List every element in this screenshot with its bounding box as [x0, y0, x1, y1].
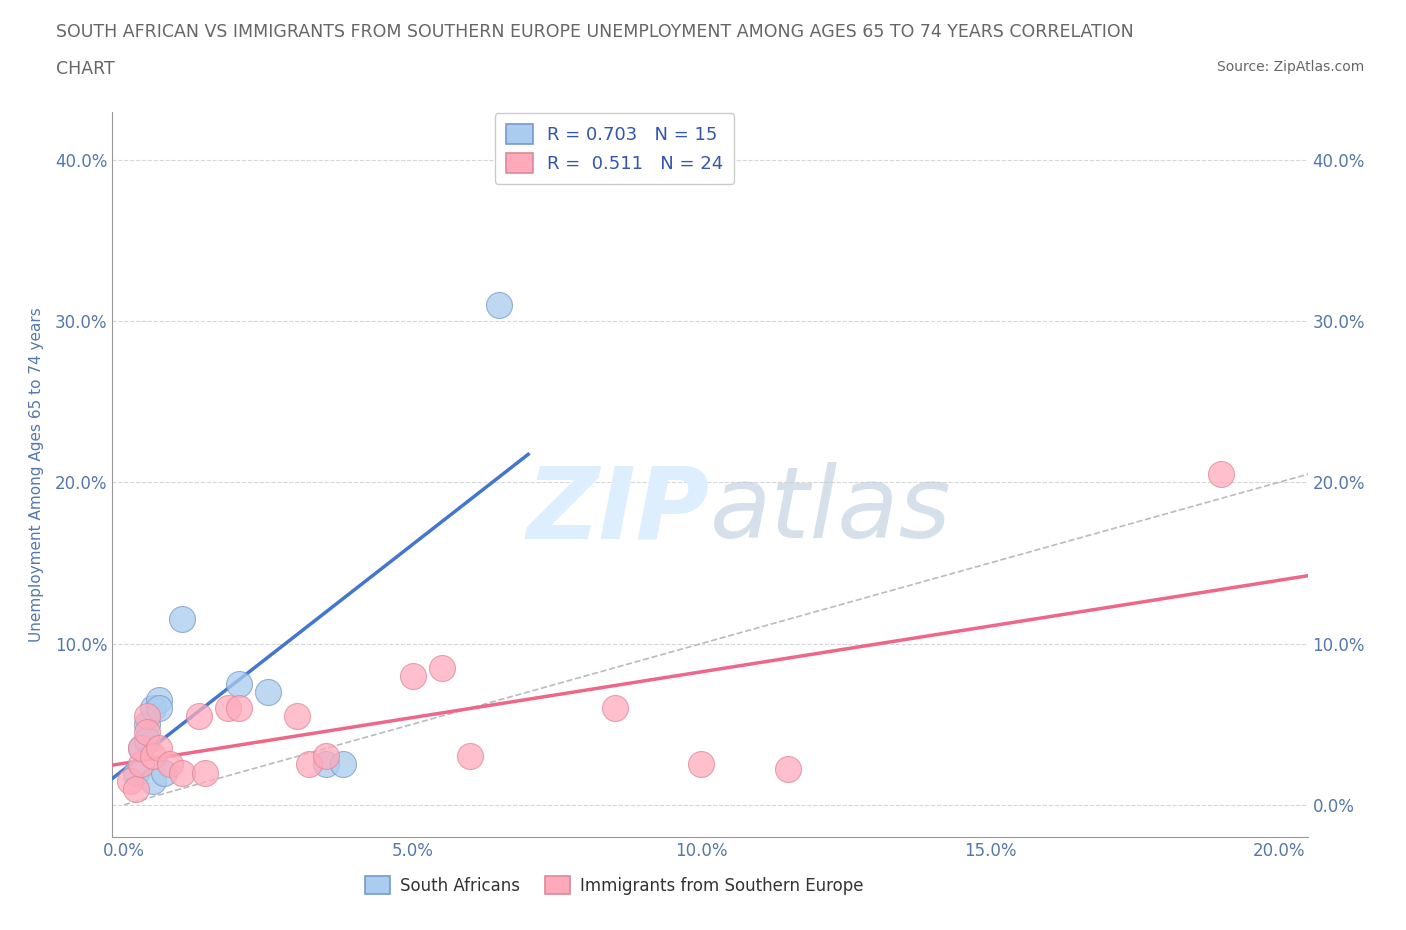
Point — [118, 773, 141, 788]
Text: atlas: atlas — [710, 462, 952, 559]
Point — [315, 749, 337, 764]
Point — [188, 709, 211, 724]
Point — [131, 757, 153, 772]
Point — [136, 733, 159, 748]
Point — [131, 741, 153, 756]
Text: Source: ZipAtlas.com: Source: ZipAtlas.com — [1216, 60, 1364, 74]
Point — [402, 669, 425, 684]
Point — [430, 660, 453, 675]
Point — [148, 693, 170, 708]
Point — [131, 741, 153, 756]
Point — [159, 757, 181, 772]
Point — [124, 781, 146, 796]
Point — [136, 717, 159, 732]
Point — [603, 700, 626, 715]
Y-axis label: Unemployment Among Ages 65 to 74 years: Unemployment Among Ages 65 to 74 years — [30, 307, 44, 642]
Point — [257, 684, 280, 699]
Point — [194, 765, 217, 780]
Point — [488, 298, 510, 312]
Point — [124, 765, 146, 780]
Point — [298, 757, 321, 772]
Point — [170, 612, 193, 627]
Point — [460, 749, 482, 764]
Point — [136, 724, 159, 739]
Point — [776, 762, 799, 777]
Point — [315, 757, 337, 772]
Point — [136, 709, 159, 724]
Point — [170, 765, 193, 780]
Point — [228, 676, 250, 691]
Text: ZIP: ZIP — [527, 462, 710, 559]
Text: SOUTH AFRICAN VS IMMIGRANTS FROM SOUTHERN EUROPE UNEMPLOYMENT AMONG AGES 65 TO 7: SOUTH AFRICAN VS IMMIGRANTS FROM SOUTHER… — [56, 23, 1135, 41]
Point — [148, 700, 170, 715]
Legend: South Africans, Immigrants from Southern Europe: South Africans, Immigrants from Southern… — [359, 870, 870, 901]
Point — [148, 741, 170, 756]
Point — [690, 757, 713, 772]
Point — [228, 700, 250, 715]
Point — [153, 765, 176, 780]
Point — [332, 757, 354, 772]
Point — [142, 749, 165, 764]
Point — [142, 773, 165, 788]
Text: CHART: CHART — [56, 60, 115, 78]
Point — [285, 709, 308, 724]
Point — [217, 700, 239, 715]
Point — [142, 700, 165, 715]
Point — [1209, 467, 1232, 482]
